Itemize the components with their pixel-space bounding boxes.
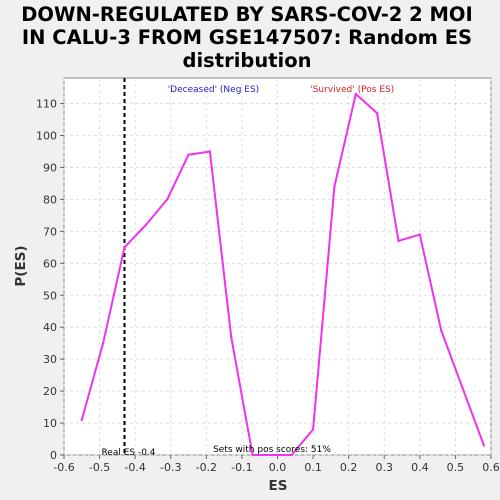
data-point — [272, 453, 276, 457]
y-tick-label: 60 — [43, 257, 57, 270]
y-tick-label: 100 — [36, 130, 57, 143]
x-tick-label: 0.5 — [447, 461, 465, 474]
x-tick-label: -0.4 — [124, 461, 145, 474]
data-point — [144, 223, 148, 227]
y-tick-label: 20 — [43, 385, 57, 398]
pos-scores-label: Sets with pos scores: 51% — [213, 445, 331, 455]
data-point — [397, 239, 400, 243]
y-tick-label: 80 — [43, 193, 57, 206]
real-es-label: Real ES -0.4 — [101, 448, 155, 458]
x-tick-label: -0.5 — [89, 461, 110, 474]
data-point — [311, 428, 315, 431]
title-line-1: DOWN-REGULATED BY SARS-COV-2 2 MOI — [21, 3, 473, 26]
x-tick-label: -0.6 — [53, 461, 74, 474]
data-point — [482, 444, 486, 447]
data-point — [251, 453, 254, 457]
positive-es-label: 'Survived' (Pos ES) — [310, 85, 394, 95]
x-tick-label: 0.2 — [340, 461, 358, 474]
title-line-2: IN CALU-3 FROM GSE147507: Random ES — [22, 26, 472, 49]
x-tick-label: 0.6 — [482, 461, 500, 474]
data-point — [333, 185, 336, 188]
y-tick-label: 30 — [43, 353, 57, 366]
series-points — [80, 92, 486, 457]
x-tick-label: 0.0 — [269, 461, 287, 474]
data-point — [354, 92, 357, 96]
data-point — [165, 198, 169, 201]
x-tick-label: 0.1 — [304, 461, 322, 474]
grid — [63, 78, 492, 456]
data-point — [187, 153, 190, 156]
y-tick-label: 40 — [43, 321, 57, 334]
title-line-3: distribution — [183, 49, 312, 72]
y-tick-label: 50 — [43, 289, 57, 302]
x-tick-label: -0.1 — [231, 461, 252, 474]
x-tick-label: 0.4 — [411, 461, 429, 474]
x-tick-label: -0.2 — [196, 461, 217, 474]
data-point — [375, 111, 379, 115]
data-point — [418, 233, 422, 236]
data-point — [439, 329, 443, 332]
es-distribution-series-line — [80, 93, 485, 456]
data-point — [290, 453, 293, 457]
data-point — [461, 386, 464, 390]
y-tick-label: 70 — [43, 225, 57, 238]
y-tick-label: 90 — [43, 161, 57, 174]
y-axis-ticks: 0 10 20 30 40 50 60 70 80 90 100 110 — [36, 98, 64, 462]
data-point — [101, 341, 105, 345]
y-tick-label: 110 — [36, 98, 57, 111]
x-tick-label: -0.3 — [160, 461, 181, 474]
negative-es-label: 'Deceased' (Neg ES) — [168, 85, 259, 95]
x-axis-ticks: -0.6 -0.5 -0.4 -0.3 -0.2 -0.1 0.0 0.1 0.2 0.3 0.4 0… — [53, 455, 500, 474]
data-point — [208, 150, 212, 153]
y-tick-label: 0 — [50, 449, 57, 462]
data-point — [123, 246, 126, 249]
chart-title: DOWN-REGULATED BY SARS-COV-2 2 MOI IN CA… — [21, 3, 473, 72]
y-axis-label: P(ES) — [13, 245, 29, 286]
x-tick-label: 0.3 — [376, 461, 394, 474]
data-point — [80, 418, 83, 422]
data-point — [230, 335, 233, 338]
x-axis-label: ES — [269, 478, 288, 494]
y-tick-label: 10 — [43, 417, 57, 430]
